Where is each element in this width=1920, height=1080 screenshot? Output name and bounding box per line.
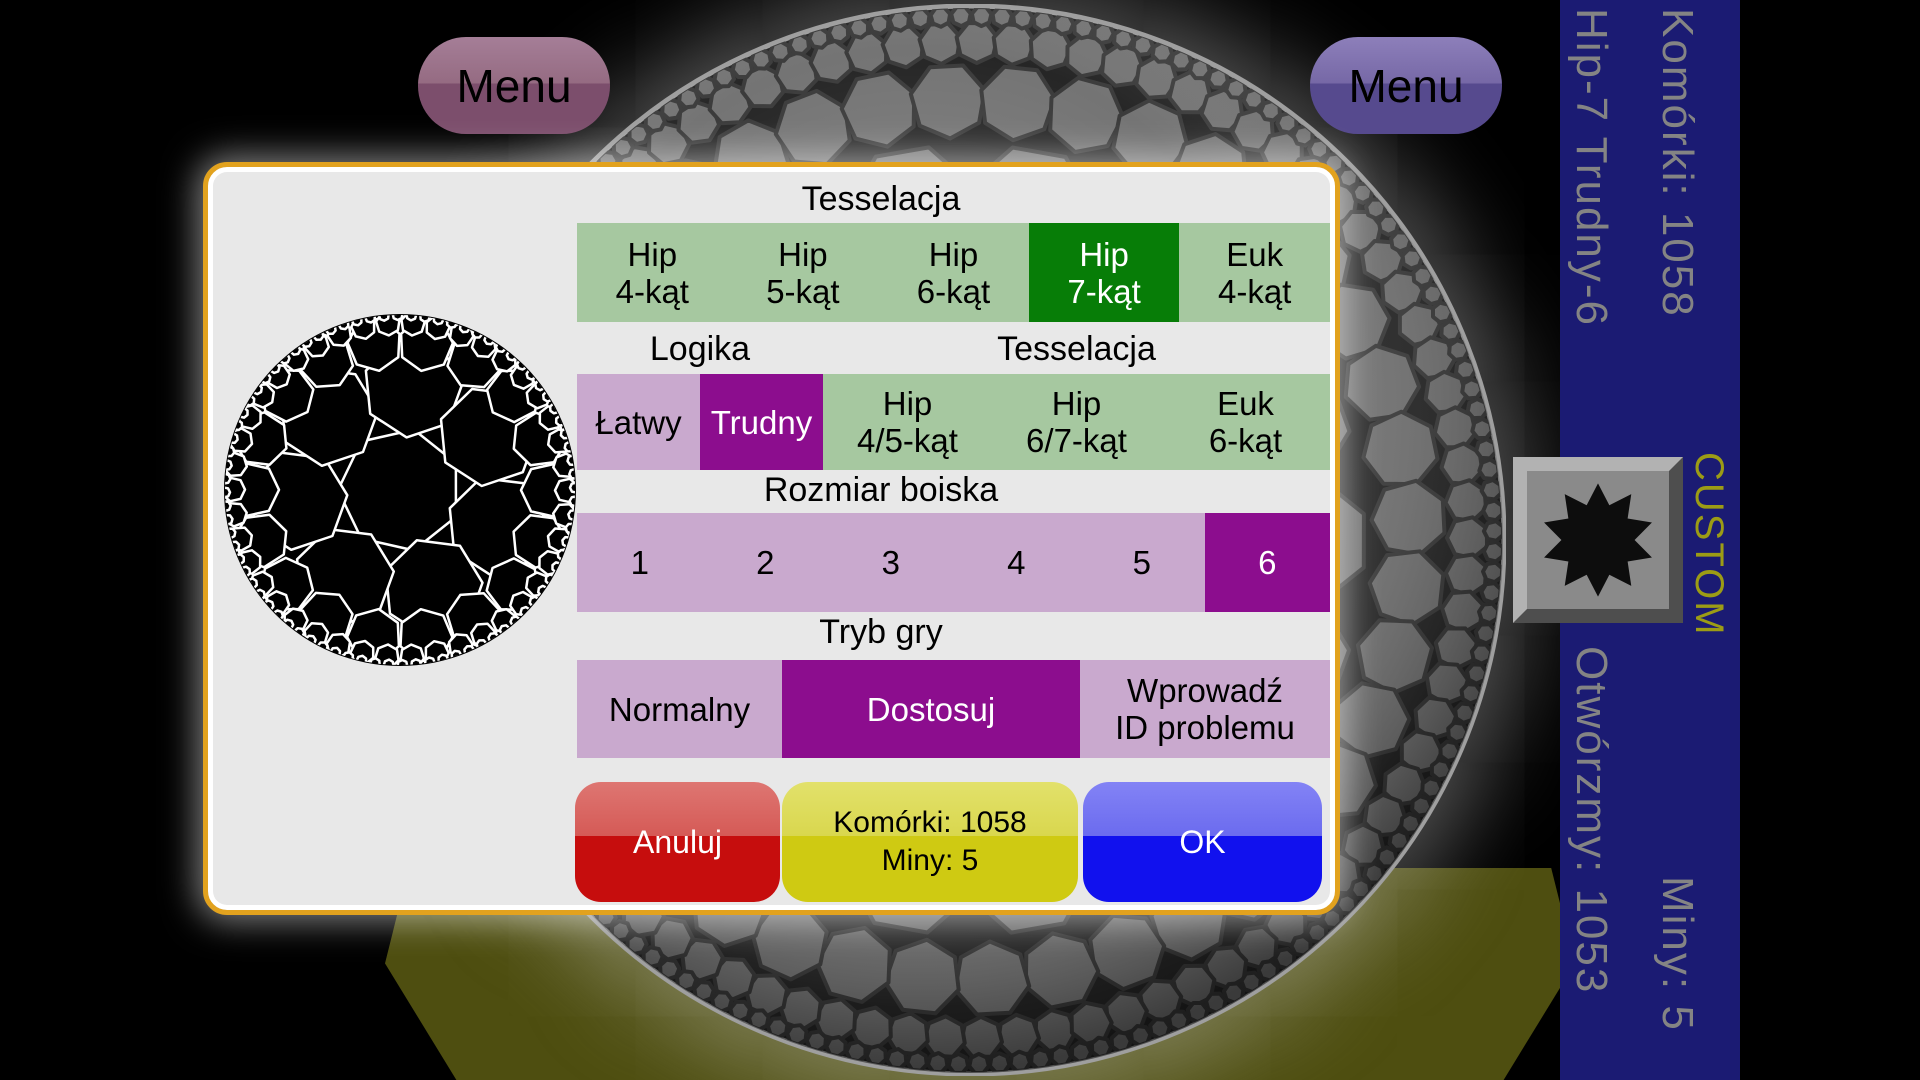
option-label: Trudny: [710, 403, 813, 441]
option-label: 4/5-kąt: [857, 422, 958, 459]
size-3[interactable]: 3: [828, 513, 954, 612]
option-label: Hip: [882, 385, 933, 422]
game-mode-row: Normalny Dostosuj Wprowadź ID problemu: [577, 660, 1330, 758]
option-euk-4[interactable]: Euk 4-kąt: [1179, 223, 1330, 322]
option-label: Euk: [1226, 235, 1284, 273]
option-hip-6[interactable]: Hip 6-kąt: [878, 223, 1029, 322]
option-label: Normalny: [608, 690, 751, 728]
option-label: Hip: [778, 235, 828, 273]
option-label: 5: [1132, 544, 1151, 581]
ok-button-label: OK: [1179, 824, 1226, 860]
size-1[interactable]: 1: [577, 513, 703, 612]
option-label: Hip: [1079, 235, 1129, 273]
menu-button-left-label: Menu: [456, 59, 572, 112]
sidebar-custom-label: CUSTOM: [1687, 452, 1731, 637]
cancel-button[interactable]: Anuluj: [575, 782, 780, 902]
option-hip-67[interactable]: Hip 6/7-kąt: [992, 374, 1161, 470]
mode-normal[interactable]: Normalny: [577, 660, 782, 758]
option-label: Hip: [627, 235, 678, 273]
board-size-row: 1 2 3 4 5 6: [577, 513, 1330, 612]
tessellation-pair-header: Tesselacja: [997, 330, 1156, 368]
custom-board-button[interactable]: [1513, 457, 1683, 623]
option-label: 4: [1007, 544, 1026, 581]
option-hip-45[interactable]: Hip 4/5-kąt: [823, 374, 992, 470]
settings-dialog: Tesselacja Hip 4-kąt Hip 5-kąt Hip 6-kąt…: [203, 162, 1340, 915]
size-6[interactable]: 6: [1204, 513, 1330, 612]
sidebar-mode-label: Hip-7 Trudny-6: [1567, 8, 1616, 328]
option-label: Hip: [1051, 385, 1102, 422]
option-label: Łatwy: [595, 403, 682, 441]
option-label: 6/7-kąt: [1026, 422, 1127, 459]
tiling-preview: [224, 314, 576, 666]
cancel-button-label: Anuluj: [633, 824, 722, 860]
option-label: 6-kąt: [1208, 422, 1283, 459]
option-label: 4-kąt: [615, 272, 689, 310]
board-size-header: Rozmiar boiska: [763, 471, 999, 509]
option-euk-6[interactable]: Euk 6-kąt: [1161, 374, 1330, 470]
sidebar-mines-label: Miny: 5: [1653, 876, 1702, 1032]
option-label: 5-kąt: [766, 272, 840, 310]
option-label: Dostosuj: [866, 690, 996, 728]
size-5[interactable]: 5: [1079, 513, 1205, 612]
option-hip-7[interactable]: Hip 7-kąt: [1028, 223, 1180, 322]
logic-tessellation-row: Łatwy Trudny Hip 4/5-kąt Hip 6/7-kąt Euk…: [577, 374, 1330, 470]
option-label: Euk: [1217, 385, 1274, 422]
option-label: 3: [881, 544, 900, 581]
menu-button-right-label: Menu: [1348, 59, 1464, 112]
menu-button-left[interactable]: Menu: [418, 37, 610, 134]
option-label: 1: [630, 544, 649, 581]
option-hip-4[interactable]: Hip 4-kąt: [577, 223, 728, 322]
logic-header: Logika: [649, 330, 751, 368]
mode-problem-id[interactable]: Wprowadź ID problemu: [1080, 660, 1330, 758]
size-2[interactable]: 2: [702, 513, 828, 612]
tessellation-row: Hip 4-kąt Hip 5-kąt Hip 6-kąt Hip 7-kąt …: [577, 223, 1330, 322]
mode-custom[interactable]: Dostosuj: [782, 660, 1080, 758]
option-label: Hip: [928, 235, 979, 273]
sidebar-cells-label: Komórki: 1058: [1653, 8, 1702, 318]
option-hip-5[interactable]: Hip 5-kąt: [727, 223, 879, 322]
option-label: 6: [1258, 544, 1277, 581]
cells-count-label: Komórki: 1058: [833, 806, 1027, 839]
option-label: 6-kąt: [916, 272, 991, 310]
cells-mines-info-button[interactable]: Komórki: 1058 Miny: 5: [782, 782, 1078, 902]
option-label: ID problemu: [1115, 709, 1295, 746]
option-easy[interactable]: Łatwy: [577, 374, 700, 470]
tessellation-header: Tesselacja: [801, 180, 961, 218]
star-icon: [1544, 483, 1652, 597]
option-label: Wprowadź: [1127, 672, 1283, 709]
option-label: 7-kąt: [1067, 272, 1141, 310]
option-hard[interactable]: Trudny: [700, 374, 823, 470]
menu-button-right[interactable]: Menu: [1310, 37, 1502, 134]
mines-count-label: Miny: 5: [881, 844, 979, 877]
option-label: 2: [756, 544, 775, 581]
option-label: 4-kąt: [1217, 272, 1292, 310]
game-mode-header: Tryb gry: [819, 613, 943, 651]
sidebar-open-label: Otwórzmy: 1053: [1567, 646, 1616, 995]
ok-button[interactable]: OK: [1083, 782, 1322, 902]
size-4[interactable]: 4: [953, 513, 1079, 612]
